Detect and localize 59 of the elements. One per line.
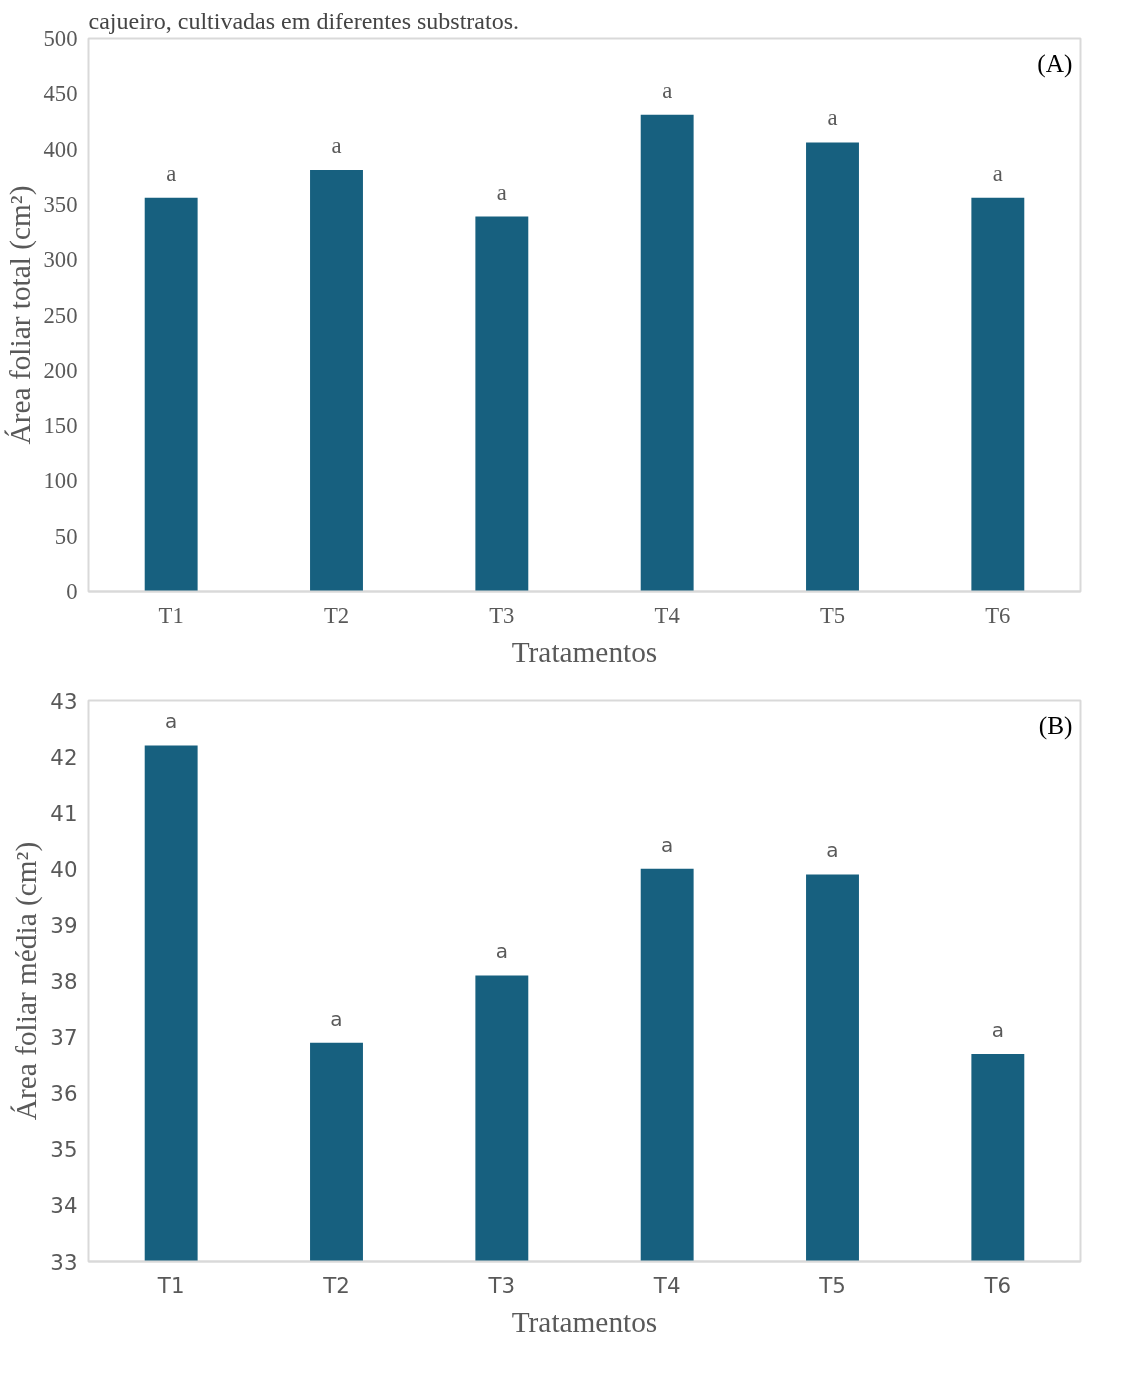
annotation: (A) (1037, 48, 1073, 78)
annotation: a (495, 939, 508, 964)
y-tick-label: 450 (43, 81, 78, 107)
annotation: a (166, 160, 177, 186)
x-tick-label: T1 (158, 602, 184, 628)
y-tick-label: 33 (50, 1249, 78, 1275)
bar (640, 114, 694, 592)
y-axis-title: Área foliar média (cm²) (10, 841, 44, 1121)
x-tick-label: T2 (322, 1272, 350, 1298)
annotation: a (827, 105, 838, 131)
annotation: (B) (1038, 710, 1073, 740)
annotation: a (992, 160, 1003, 186)
y-tick-label: 40 (50, 856, 78, 882)
annotation: a (330, 1006, 343, 1031)
y-tick-label: 35 (50, 1137, 78, 1163)
annotation: a (991, 1017, 1004, 1042)
y-tick-label: 39 (50, 912, 78, 938)
bar (475, 216, 529, 592)
y-tick-label: 43 (50, 688, 78, 714)
y-tick-label: 41 (50, 800, 78, 826)
annotation: a (826, 838, 839, 863)
y-tick-label: 500 (43, 26, 78, 51)
y-tick-label: 200 (43, 357, 78, 383)
x-tick-label: T3 (487, 1272, 516, 1298)
y-tick-label: 100 (43, 468, 78, 494)
x-axis-title: Tratamentos (511, 1305, 658, 1338)
x-tick-label: T4 (652, 1272, 681, 1298)
y-tick-label: 37 (50, 1025, 78, 1051)
bar (806, 142, 859, 592)
y-tick-label: 42 (50, 744, 78, 770)
x-tick-label: T3 (489, 602, 515, 628)
y-tick-label: 300 (43, 247, 78, 273)
annotation: a (661, 832, 674, 857)
x-tick-label: T1 (156, 1272, 185, 1298)
y-tick-label: 350 (43, 191, 78, 217)
annotation: a (331, 133, 342, 159)
y-tick-label: 0 (66, 579, 78, 604)
x-tick-label: T6 (983, 1272, 1012, 1298)
annotation: a (662, 77, 673, 103)
y-tick-label: 150 (43, 413, 78, 439)
bar (144, 197, 198, 592)
y-tick-label: 250 (43, 302, 78, 328)
y-tick-label: 36 (50, 1081, 78, 1107)
y-tick-label: 50 (54, 523, 78, 549)
x-tick-label: T5 (819, 602, 846, 628)
x-tick-label: T2 (323, 602, 350, 628)
annotation: a (496, 179, 507, 205)
x-tick-label: T5 (818, 1272, 846, 1298)
y-tick-label: 34 (50, 1193, 78, 1219)
x-tick-label: T6 (985, 602, 1011, 628)
y-tick-label: 38 (50, 969, 78, 994)
annotation: a (165, 709, 178, 734)
x-tick-label: T4 (654, 602, 680, 628)
text: cajueiro, cultivadas em diferentes substratos. (88, 7, 520, 34)
bar (310, 170, 363, 592)
y-tick-label: 400 (43, 136, 78, 162)
bar (971, 197, 1025, 592)
y-axis-title: Área foliar total (cm²) (3, 185, 37, 445)
x-axis-title: Tratamentos (511, 635, 658, 668)
